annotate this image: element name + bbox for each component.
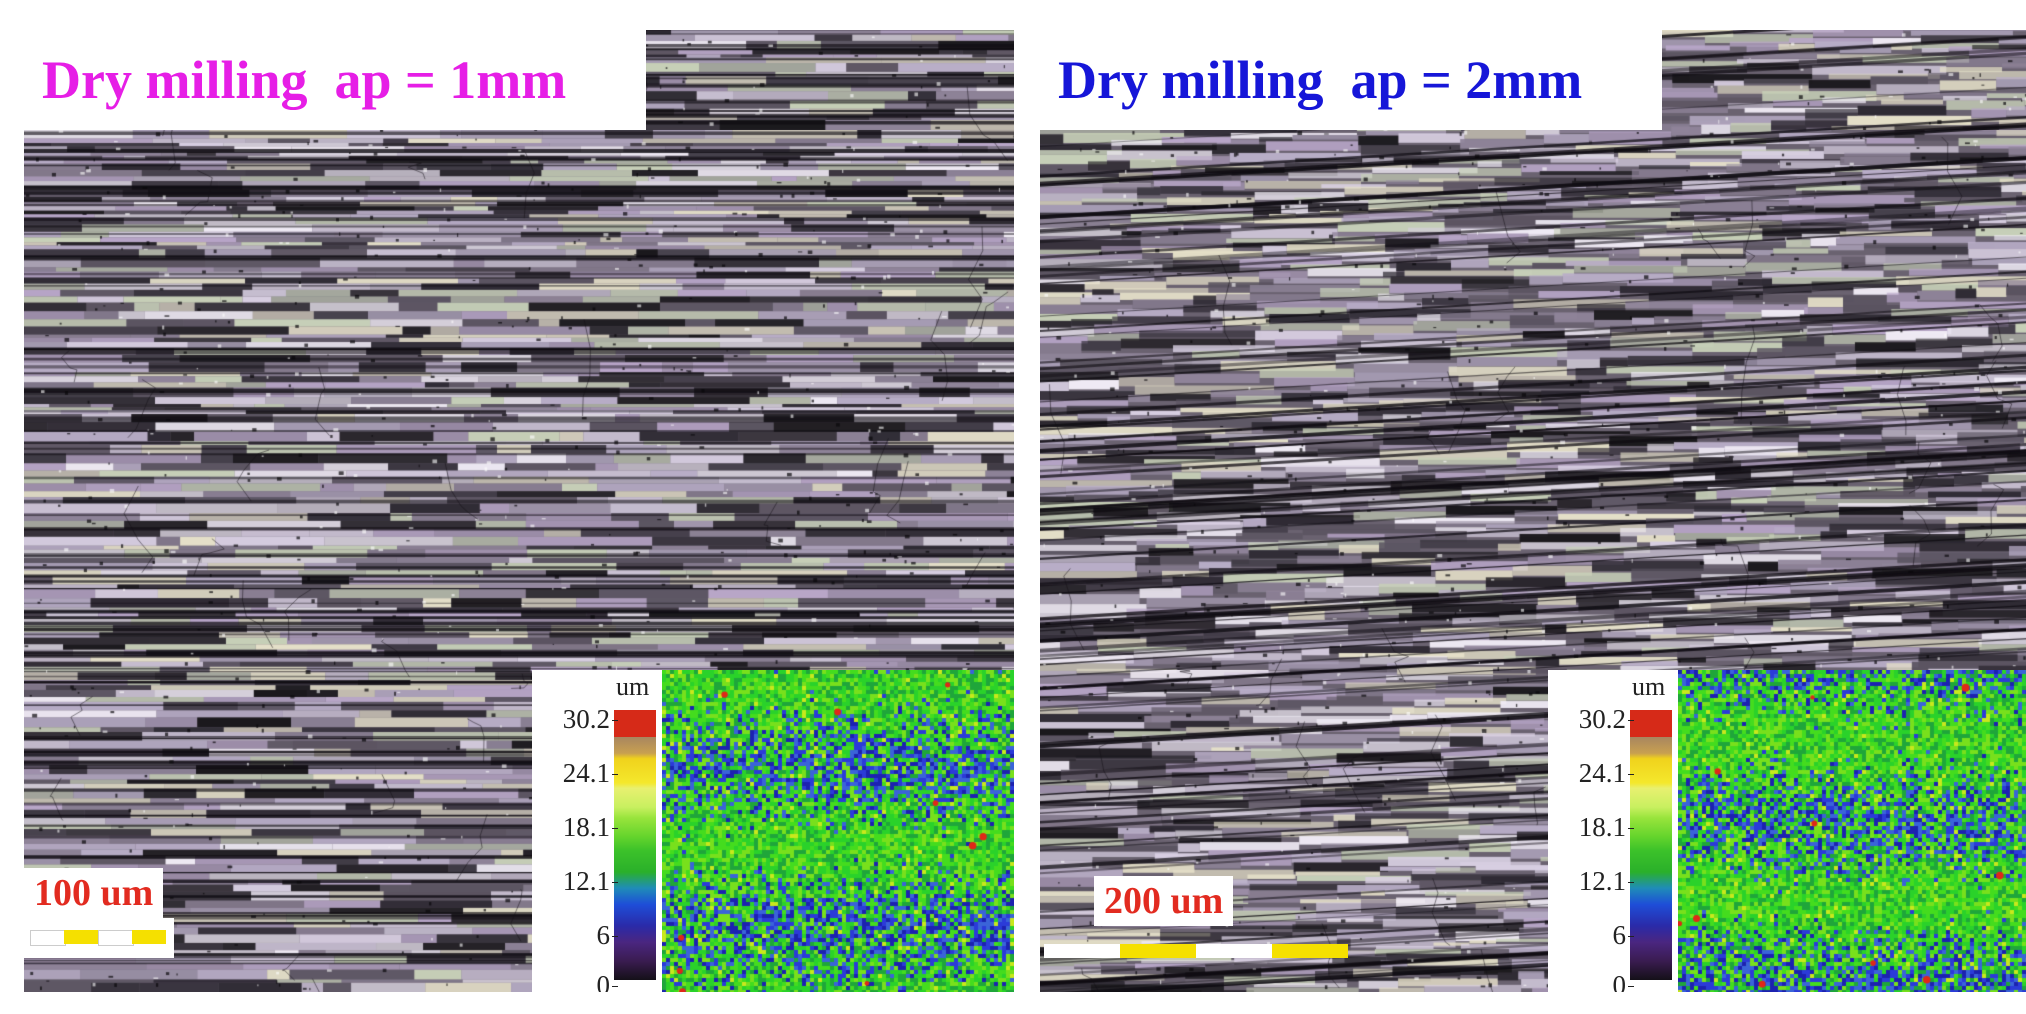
scale-bar-segment — [1044, 944, 1120, 958]
scale-bar-segment — [64, 930, 98, 944]
scale-bar — [24, 918, 174, 958]
scale-bar — [1040, 930, 1350, 968]
colorbar-tick-label: 30.2 — [1548, 706, 1634, 733]
colorbar-tick-label: 6 — [1548, 922, 1634, 949]
height-map-inset: um 30.2 24.1 18.1 12.1 6 0 — [1548, 670, 2026, 992]
colorbar-tick-label: 0 — [1548, 972, 1634, 992]
micrograph-panel-ap1: Dry milling ap = 1mm 100 um um 30.2 24.1… — [24, 30, 1014, 992]
panel-title: Dry milling ap = 2mm — [1058, 50, 1583, 110]
scale-bar-label: 100 um — [24, 868, 164, 918]
colorbar-unit: um — [616, 672, 650, 701]
scale-bar-segment — [132, 930, 166, 944]
height-map-inset: um 30.2 24.1 18.1 12.1 6 0 — [532, 670, 1014, 992]
colorbar-tick-label: 6 — [532, 922, 618, 949]
height-colorbar — [1630, 710, 1672, 980]
scale-bar-segment — [1272, 944, 1348, 958]
height-colorbar — [614, 710, 656, 980]
scale-bar-segment — [98, 930, 134, 946]
scale-bar-segment — [30, 930, 66, 946]
colorbar-tick-label: 0 — [532, 972, 618, 992]
panel-title: Dry milling ap = 1mm — [42, 50, 567, 110]
scale-bar-segment — [1196, 944, 1272, 958]
colorbar-tick-label: 18.1 — [1548, 814, 1634, 841]
scale-bar-segment — [1120, 944, 1196, 958]
micrograph-panel-ap2: Dry milling ap = 2mm 200 um um 30.2 24.1… — [1040, 30, 2026, 992]
panel-title-box: Dry milling ap = 1mm — [24, 30, 646, 130]
colorbar-tick-label: 18.1 — [532, 814, 618, 841]
surface-height-map — [662, 670, 1014, 992]
colorbar-unit: um — [1632, 672, 1666, 701]
colorbar-tick-label: 12.1 — [1548, 868, 1634, 895]
scale-bar-label: 200 um — [1094, 876, 1234, 926]
panel-title-box: Dry milling ap = 2mm — [1040, 30, 1662, 130]
surface-height-map — [1678, 670, 2026, 992]
colorbar-tick-label: 12.1 — [532, 868, 618, 895]
colorbar-tick-label: 30.2 — [532, 706, 618, 733]
colorbar-tick-label: 24.1 — [532, 760, 618, 787]
colorbar-tick-label: 24.1 — [1548, 760, 1634, 787]
